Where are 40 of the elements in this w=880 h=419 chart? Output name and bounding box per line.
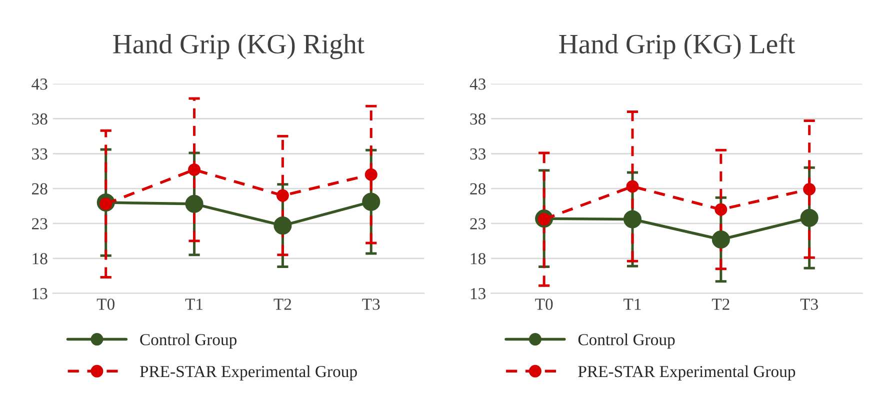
x-tick-label: T1: [624, 298, 641, 310]
y-tick-label: 18: [470, 253, 486, 264]
x-tick-label: T0: [96, 298, 114, 310]
y-tick-label: 13: [470, 288, 486, 300]
legend-label: Control Group: [140, 334, 236, 349]
point: [626, 180, 639, 193]
point: [712, 230, 730, 249]
point: [362, 192, 380, 211]
y-tick-label: 33: [470, 148, 486, 160]
y-tick-label: 18: [32, 253, 48, 264]
x-tick-label: T1: [185, 298, 203, 310]
point: [276, 189, 289, 202]
x-tick-label: T2: [712, 298, 730, 310]
y-tick-label: 43: [470, 78, 486, 90]
y-tick-label: 13: [32, 288, 48, 300]
x-tick-label: T0: [535, 298, 553, 310]
point: [623, 210, 642, 228]
y-tick-label: 23: [32, 218, 48, 230]
y-tick-label: 28: [32, 183, 48, 194]
x-tick-label: T3: [362, 298, 380, 310]
point: [803, 183, 816, 196]
y-tick-label: 43: [32, 78, 48, 90]
point: [714, 203, 728, 216]
point: [185, 194, 204, 213]
legend-label: Control Group: [578, 334, 675, 349]
y-tick-label: 38: [32, 113, 48, 125]
x-tick-label: T2: [274, 298, 292, 310]
y-tick-label: 28: [470, 183, 486, 194]
chart-title: Hand Grip (KG) Left: [559, 34, 795, 60]
point: [188, 163, 201, 176]
point: [364, 168, 378, 181]
legend-label: PRE-STAR Experimental Group: [578, 365, 796, 381]
point: [274, 216, 292, 235]
chart-title: Hand Grip (KG) Right: [113, 34, 364, 60]
legend-label: PRE-STAR Experimental Group: [140, 365, 357, 381]
y-tick-label: 38: [470, 113, 486, 125]
y-tick-label: 33: [32, 148, 48, 160]
y-tick-label: 23: [470, 218, 486, 230]
point: [800, 208, 818, 227]
x-tick-label: T3: [800, 298, 818, 310]
